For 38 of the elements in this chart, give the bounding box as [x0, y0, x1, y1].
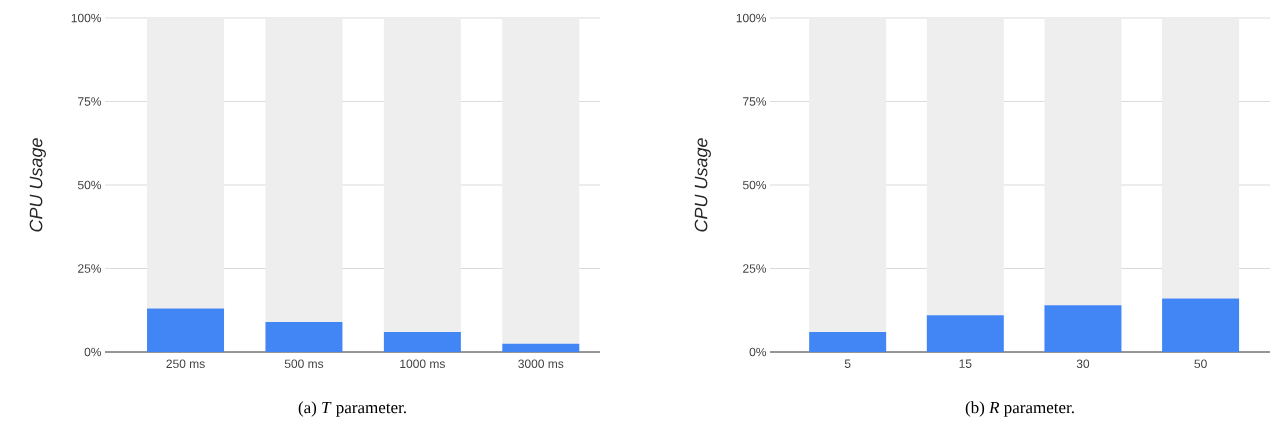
bar [1162, 298, 1240, 352]
y-tick-label: 75% [743, 97, 767, 106]
bar [1044, 305, 1122, 352]
text: (b) R parameter. [965, 401, 1074, 417]
y-tick-label: 50% [742, 180, 767, 190]
x-tick-label: 1000 ms [400, 359, 445, 369]
x-tick-label: 30 [1076, 359, 1090, 369]
bar [383, 18, 461, 332]
y-tick-label: 0% [84, 347, 102, 357]
y-tick-label: 100% [71, 13, 102, 23]
x-tick-label: 250 ms [166, 359, 205, 369]
y-axis-title: CPU Usage [29, 138, 46, 232]
bar [809, 18, 887, 332]
x-tick-label: 15 [959, 359, 972, 368]
bar [926, 18, 1004, 316]
bar [926, 315, 1004, 352]
text: (a) T parameter. [298, 401, 406, 417]
x-tick-label: 500 ms [284, 359, 324, 369]
bar [1044, 18, 1122, 306]
y-tick-label: 25% [78, 264, 102, 273]
bar [147, 308, 225, 352]
x-tick-label: 5 [844, 359, 851, 368]
y-axis-title: CPU Usage [694, 138, 711, 232]
bar [265, 18, 343, 322]
bar [1162, 18, 1240, 299]
x-tick-label: 3000 ms [518, 359, 564, 369]
y-tick-label: 75% [78, 97, 102, 106]
bar [502, 343, 580, 352]
y-tick-label: 0% [749, 347, 767, 357]
x-tick-label: 50 [1194, 359, 1207, 369]
y-tick-label: 100% [736, 13, 767, 23]
bar [265, 321, 343, 352]
y-tick-label: 50% [77, 180, 102, 190]
bar [809, 331, 887, 352]
bar [383, 331, 461, 352]
y-tick-label: 25% [743, 264, 767, 273]
bar [502, 18, 580, 344]
bar [147, 18, 225, 309]
